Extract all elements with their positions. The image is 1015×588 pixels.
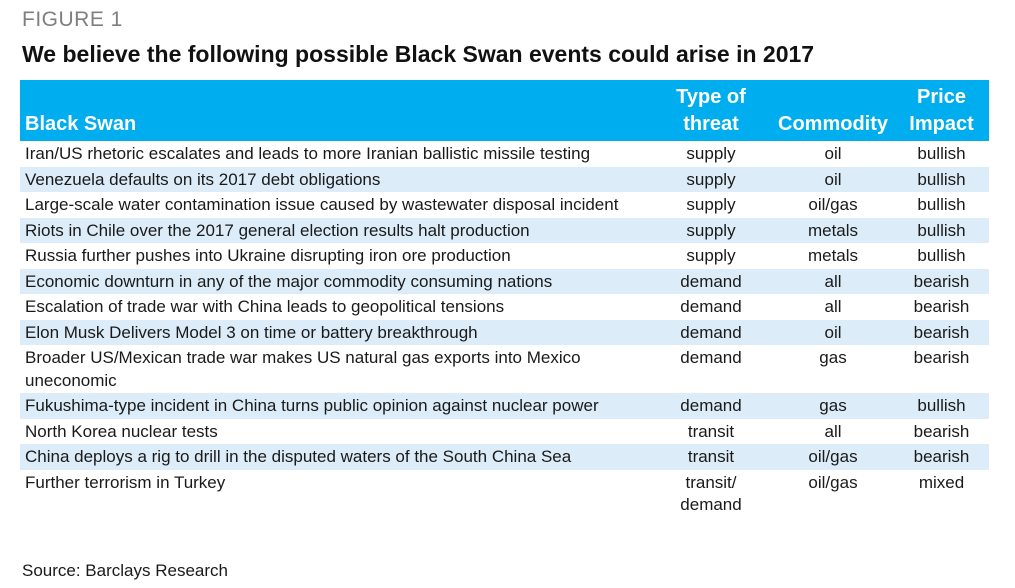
table-row: Iran/US rhetoric escalates and leads to … xyxy=(20,141,989,167)
table-row: Elon Musk Delivers Model 3 on time or ba… xyxy=(20,319,989,345)
table-row: Russia further pushes into Ukraine disru… xyxy=(20,243,989,269)
table-row: Economic downturn in any of the major co… xyxy=(20,268,989,294)
commodity-cell: oil/gas xyxy=(772,469,894,518)
commodity-cell: oil/gas xyxy=(772,192,894,218)
commodity-cell: gas xyxy=(772,393,894,419)
header-price-impact: Price Impact xyxy=(894,80,989,141)
source-note: Source: Barclays Research xyxy=(22,561,228,580)
header-impact-line1: Price xyxy=(917,86,966,108)
table-row: Venezuela defaults on its 2017 debt obli… xyxy=(20,166,989,192)
event-cell: Iran/US rhetoric escalates and leads to … xyxy=(20,141,650,167)
header-commodity: Commodity xyxy=(772,80,894,141)
commodity-cell: gas xyxy=(772,345,894,393)
event-cell: North Korea nuclear tests xyxy=(20,418,650,444)
commodity-cell: oil xyxy=(772,319,894,345)
impact-cell: bearish xyxy=(894,268,989,294)
event-cell: Fukushima-type incident in China turns p… xyxy=(20,393,650,419)
impact-cell: bullish xyxy=(894,166,989,192)
event-cell: Large-scale water contamination issue ca… xyxy=(20,192,650,218)
event-cell: China deploys a rig to drill in the disp… xyxy=(20,444,650,470)
event-cell: Escalation of trade war with China leads… xyxy=(20,294,650,320)
impact-cell: bearish xyxy=(894,319,989,345)
header-threat-line2: threat xyxy=(683,113,739,135)
commodity-cell: all xyxy=(772,268,894,294)
commodity-cell: oil xyxy=(772,141,894,167)
threat-cell: demand xyxy=(650,294,772,320)
impact-cell: bullish xyxy=(894,243,989,269)
commodity-cell: metals xyxy=(772,217,894,243)
impact-cell: bearish xyxy=(894,294,989,320)
table-row: Fukushima-type incident in China turns p… xyxy=(20,393,989,419)
figure-label: FIGURE 1 xyxy=(22,8,123,31)
header-type-of-threat: Type of threat xyxy=(650,80,772,141)
threat-cell: transit xyxy=(650,444,772,470)
figure-title: We believe the following possible Black … xyxy=(22,41,815,67)
impact-cell: mixed xyxy=(894,469,989,518)
commodity-cell: all xyxy=(772,294,894,320)
impact-cell: bearish xyxy=(894,444,989,470)
impact-cell: bearish xyxy=(894,418,989,444)
table-row: Large-scale water contamination issue ca… xyxy=(20,192,989,218)
threat-cell: supply xyxy=(650,217,772,243)
impact-cell: bearish xyxy=(894,345,989,393)
threat-cell: demand xyxy=(650,319,772,345)
table-body: Iran/US rhetoric escalates and leads to … xyxy=(20,141,989,518)
table-header-row: Black Swan Type of threat Commodity Pric… xyxy=(20,80,989,141)
table-row: Broader US/Mexican trade war makes US na… xyxy=(20,345,989,393)
event-cell: Elon Musk Delivers Model 3 on time or ba… xyxy=(20,319,650,345)
event-cell: Economic downturn in any of the major co… xyxy=(20,268,650,294)
commodity-cell: oil xyxy=(772,166,894,192)
header-threat-line1: Type of xyxy=(676,86,746,108)
table-row: Escalation of trade war with China leads… xyxy=(20,294,989,320)
threat-cell: transit xyxy=(650,418,772,444)
impact-cell: bullish xyxy=(894,393,989,419)
event-cell: Riots in Chile over the 2017 general ele… xyxy=(20,217,650,243)
impact-cell: bullish xyxy=(894,141,989,167)
header-impact-line2: Impact xyxy=(909,113,974,135)
threat-cell: supply xyxy=(650,192,772,218)
table-row: China deploys a rig to drill in the disp… xyxy=(20,444,989,470)
event-cell: Further terrorism in Turkey xyxy=(20,469,650,518)
commodity-cell: metals xyxy=(772,243,894,269)
threat-cell: supply xyxy=(650,166,772,192)
threat-cell: demand xyxy=(650,268,772,294)
threat-cell: supply xyxy=(650,243,772,269)
header-black-swan: Black Swan xyxy=(20,80,650,141)
event-cell: Russia further pushes into Ukraine disru… xyxy=(20,243,650,269)
threat-cell: transit/ demand xyxy=(650,469,772,518)
table-row: North Korea nuclear tests transit all beari… xyxy=(20,418,989,444)
black-swan-table: Black Swan Type of threat Commodity Pric… xyxy=(20,80,989,518)
threat-cell: supply xyxy=(650,141,772,167)
commodity-cell: oil/gas xyxy=(772,444,894,470)
commodity-cell: all xyxy=(772,418,894,444)
event-cell: Venezuela defaults on its 2017 debt obli… xyxy=(20,166,650,192)
event-cell: Broader US/Mexican trade war makes US na… xyxy=(20,345,650,393)
threat-cell: demand xyxy=(650,345,772,393)
table-row: Riots in Chile over the 2017 general ele… xyxy=(20,217,989,243)
table-row: Further terrorism in Turkey transit/ dema… xyxy=(20,469,989,518)
threat-cell: demand xyxy=(650,393,772,419)
impact-cell: bullish xyxy=(894,192,989,218)
impact-cell: bullish xyxy=(894,217,989,243)
